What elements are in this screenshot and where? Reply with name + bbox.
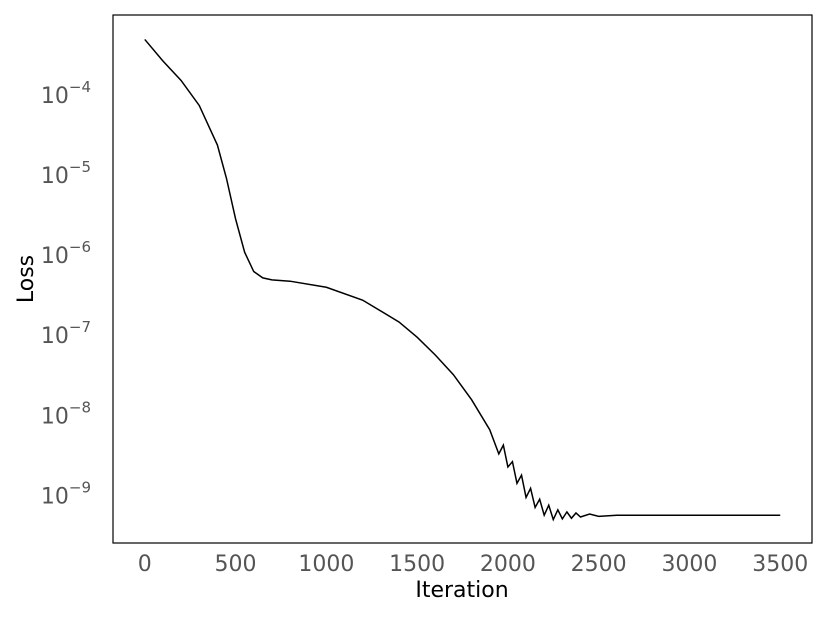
x-tick-label: 0 [138, 552, 152, 577]
y-tick-label: 10−9 [41, 478, 91, 510]
y-tick-base: 10 [41, 84, 69, 109]
x-tick-label: 2500 [571, 552, 627, 577]
y-tick-exponent: −8 [69, 398, 91, 416]
y-axis-label: Loss [14, 255, 39, 303]
x-tick-label: 500 [215, 552, 257, 577]
x-tick-label: 2000 [480, 552, 536, 577]
y-tick-exponent: −6 [69, 238, 91, 256]
y-tick-label: 10−4 [41, 77, 91, 109]
y-tick-base: 10 [41, 244, 69, 269]
y-tick-base: 10 [41, 324, 69, 349]
y-tick-label: 10−8 [41, 398, 91, 430]
y-tick-exponent: −4 [69, 77, 91, 95]
x-tick-label: 1500 [389, 552, 445, 577]
y-tick-label: 10−6 [41, 238, 91, 270]
y-tick-exponent: −7 [69, 318, 91, 336]
y-tick-base: 10 [41, 404, 69, 429]
y-tick-label: 10−5 [41, 157, 91, 189]
x-tick-label: 1000 [298, 552, 354, 577]
y-tick-base: 10 [41, 484, 69, 509]
x-tick-label: 3000 [661, 552, 717, 577]
y-tick-label: 10−7 [41, 318, 91, 350]
y-tick-exponent: −9 [69, 478, 91, 496]
y-tick-exponent: −5 [69, 157, 91, 175]
y-tick-base: 10 [41, 164, 69, 189]
loss-line [144, 38, 781, 522]
plot-frame [112, 14, 813, 544]
x-axis-label: Iteration [415, 578, 508, 603]
x-tick-label: 3500 [752, 552, 808, 577]
